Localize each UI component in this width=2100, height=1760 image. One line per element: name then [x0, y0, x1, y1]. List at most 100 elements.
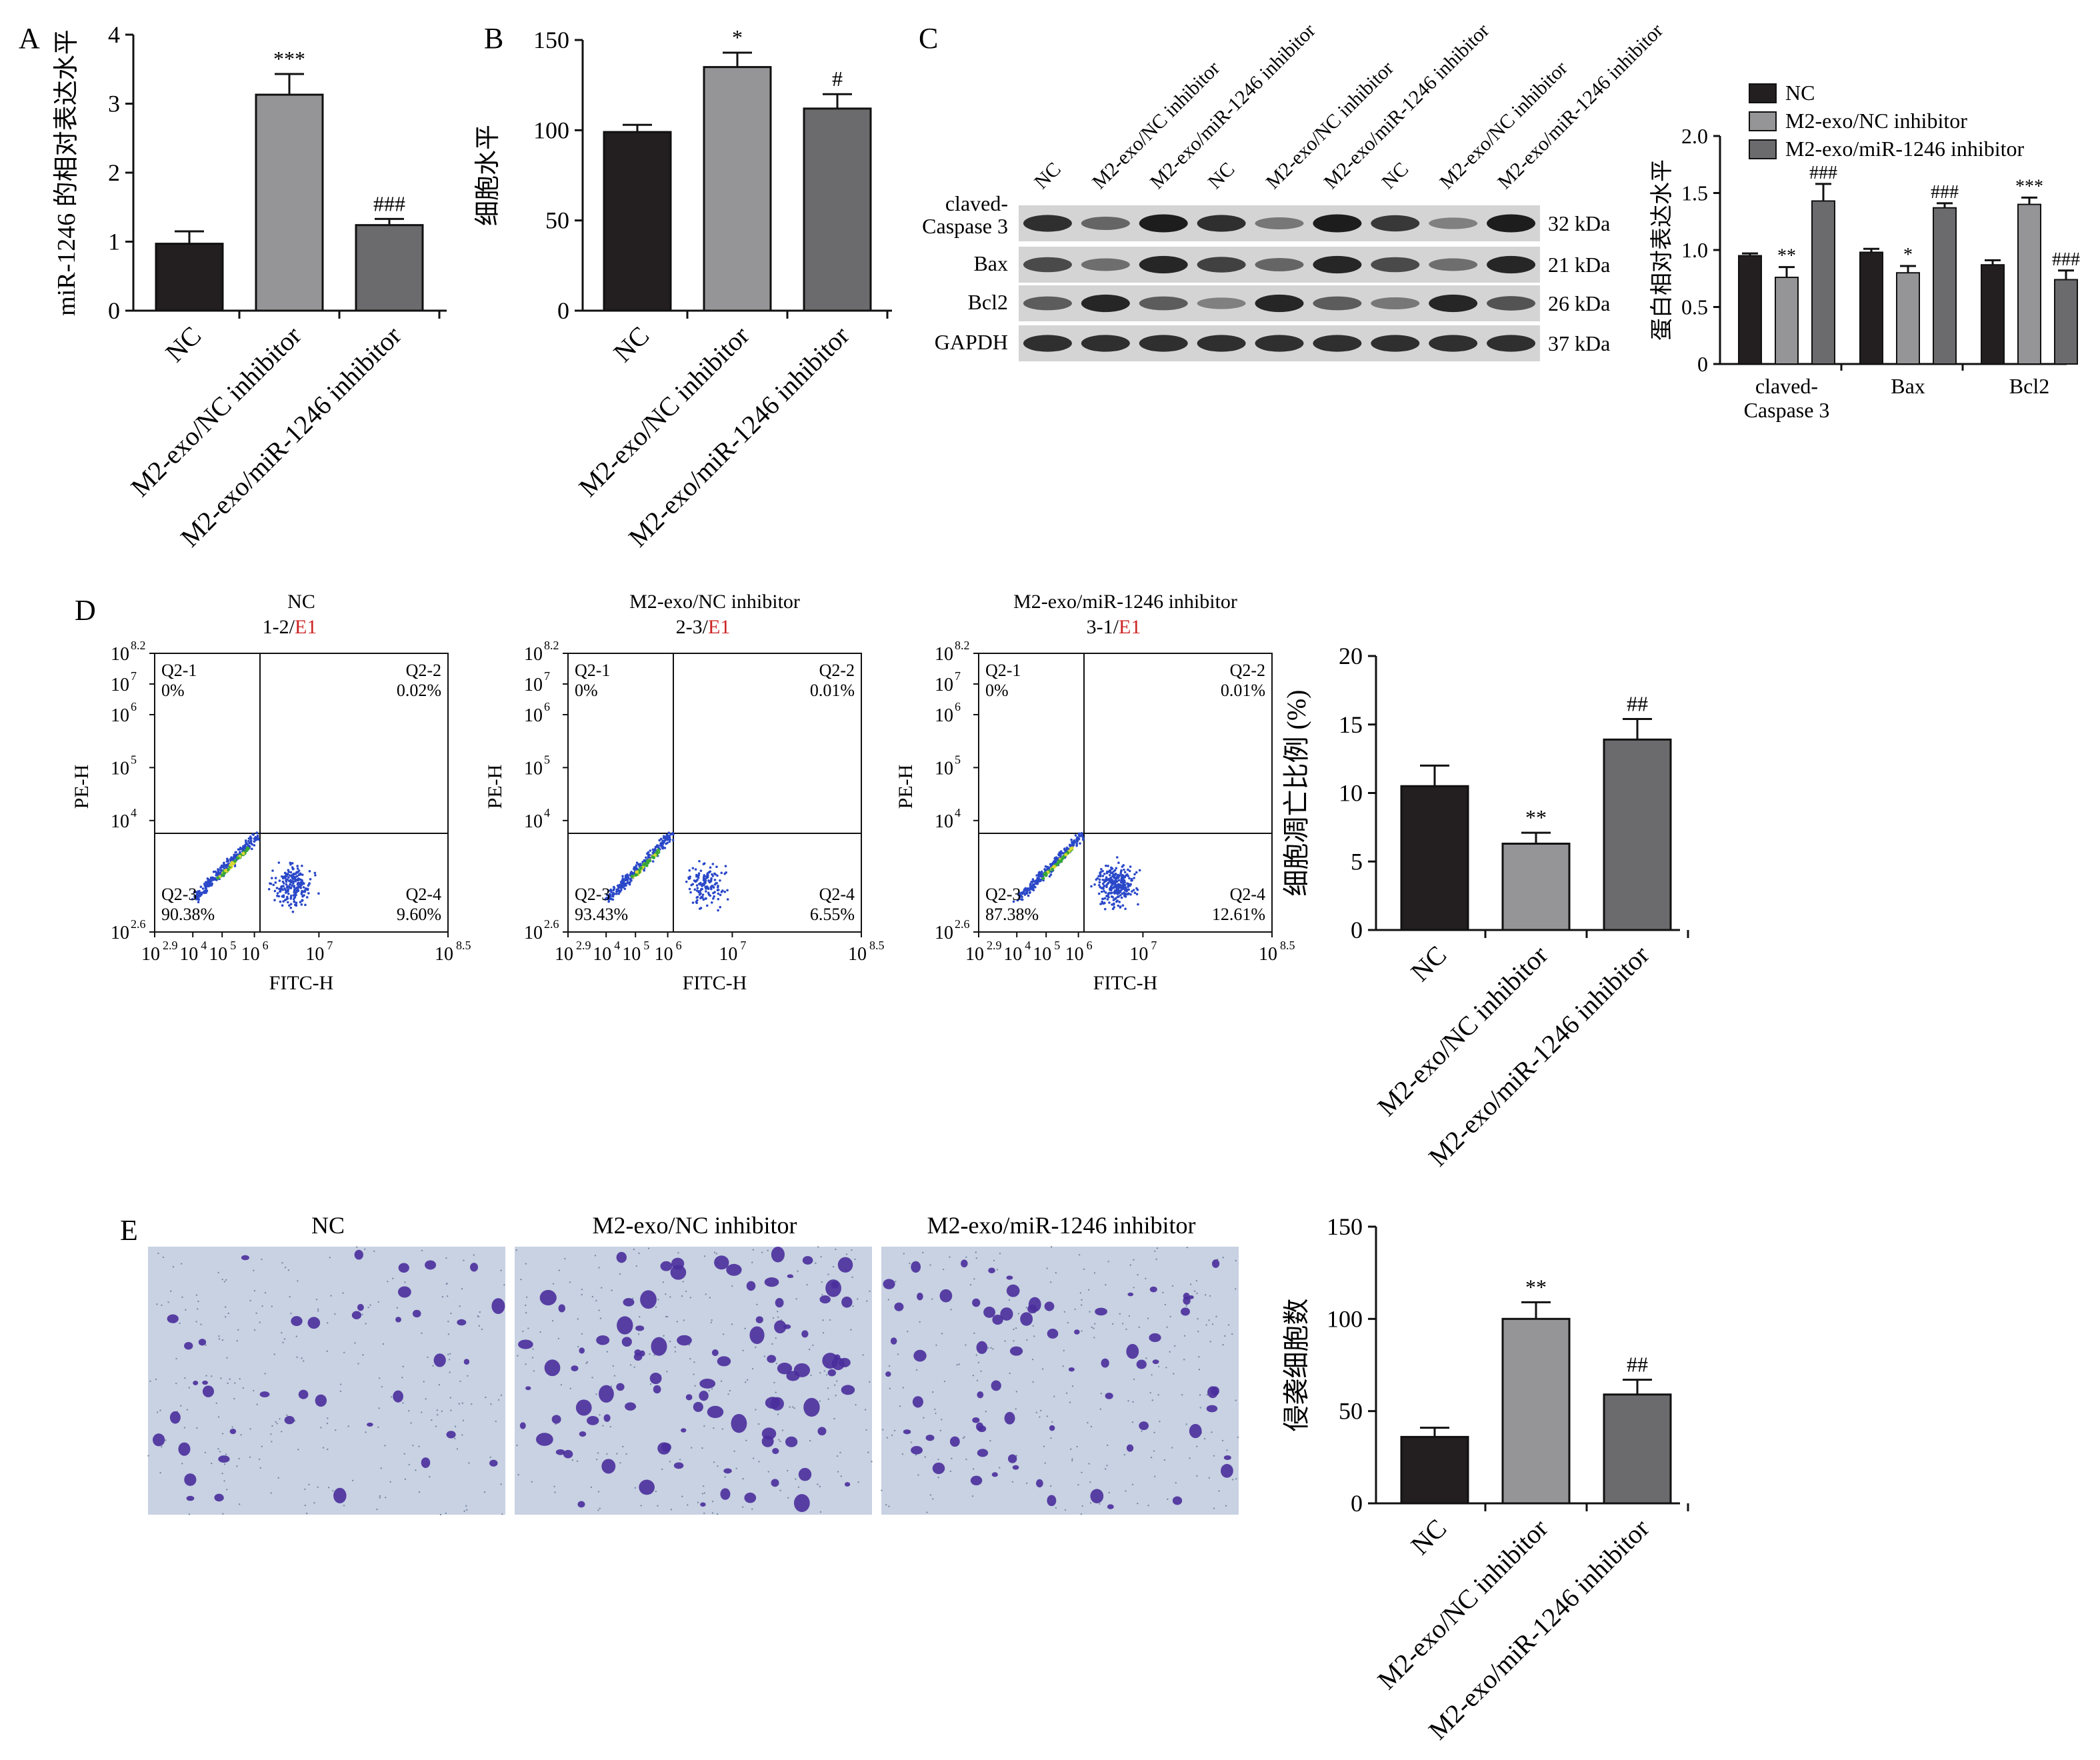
flow-x-tick-label: 10 [719, 944, 737, 965]
stained-cell [202, 1380, 208, 1385]
flow-y-tick-label: 10 [935, 705, 953, 726]
membrane-pore [917, 1474, 919, 1476]
membrane-pore [789, 1406, 791, 1408]
membrane-pore [576, 1460, 579, 1462]
flow-dot-dense [245, 846, 249, 850]
flow-dot [1110, 891, 1113, 895]
flow-dot [1061, 852, 1064, 855]
membrane-pore [655, 1306, 657, 1308]
membrane-pore [637, 1333, 640, 1335]
stained-cell [596, 1335, 610, 1345]
membrane-pore [999, 1252, 1001, 1255]
flow-dot [665, 842, 667, 845]
flow-dot [1111, 875, 1114, 878]
flow-dot [697, 876, 700, 879]
membrane-pore [343, 1505, 345, 1507]
membrane-pore [1235, 1478, 1237, 1480]
flow-x-tick-label: 10 [593, 944, 611, 965]
flow-dot [609, 893, 612, 897]
flow-dot [1105, 879, 1108, 882]
bar [1775, 277, 1799, 365]
flow-dot [702, 898, 705, 901]
flow-dot [1117, 879, 1121, 882]
flow-dot [690, 883, 693, 887]
membrane-pore [270, 1433, 272, 1435]
y-tick-label: 50 [1339, 1398, 1363, 1425]
bar [1811, 200, 1835, 365]
membrane-pore [224, 1306, 227, 1308]
stained-cell [651, 1337, 667, 1356]
membrane-pore [231, 1426, 233, 1428]
membrane-pore [992, 1348, 994, 1350]
membrane-pore [1031, 1358, 1034, 1361]
membrane-pore [581, 1288, 583, 1291]
blot-band [1197, 215, 1246, 232]
flow-dot [719, 879, 721, 882]
membrane-pore [1089, 1311, 1091, 1313]
stained-cell [932, 1462, 945, 1475]
flow-dot [661, 845, 664, 848]
flow-dot [291, 876, 293, 879]
stained-cell [1074, 1329, 1080, 1335]
stained-cell [677, 1335, 692, 1346]
blot-band [1313, 296, 1362, 311]
flow-dot [277, 895, 281, 898]
flow-dot [273, 889, 277, 893]
flow-x-tick-exponent: 5 [230, 939, 236, 952]
blot-band [1081, 335, 1130, 352]
blot-size-label: 26 kDa [1548, 291, 1610, 315]
significance-label: ### [1809, 163, 1837, 183]
flow-dot [1099, 903, 1102, 905]
membrane-pore [591, 1295, 594, 1298]
membrane-pore [1166, 1326, 1168, 1328]
membrane-pore [845, 1253, 848, 1255]
membrane-pore [710, 1321, 712, 1323]
flow-dot [696, 899, 699, 902]
membrane-pore [1090, 1425, 1093, 1428]
stained-cell [579, 1347, 585, 1354]
flow-dot [1118, 901, 1121, 903]
membrane-pore [1032, 1325, 1035, 1327]
membrane-pore [806, 1283, 808, 1286]
membrane-pore [421, 1249, 423, 1252]
legend-label: NC [1785, 81, 1815, 105]
flow-dot [1119, 889, 1121, 893]
flow-dot [239, 851, 241, 853]
flow-dot-dense [1060, 857, 1064, 861]
membrane-pore [1081, 1471, 1083, 1474]
stained-cell [575, 1399, 592, 1416]
blot-size-label: 32 kDa [1548, 211, 1610, 235]
membrane-pore [708, 1389, 710, 1392]
flow-dot [297, 877, 300, 880]
membrane-pore [461, 1288, 463, 1290]
significance-label: ## [1627, 1353, 1648, 1377]
flow-dot [301, 864, 303, 867]
blot-band [1429, 217, 1478, 229]
micrograph-background [148, 1247, 505, 1515]
membrane-pore [1040, 1409, 1042, 1412]
legend-swatch [1749, 139, 1777, 159]
membrane-pore [181, 1296, 183, 1299]
stained-cell [563, 1449, 573, 1459]
flow-x-tick-exponent: 8.5 [456, 939, 471, 952]
membrane-pore [797, 1486, 800, 1488]
flow-dot [711, 875, 715, 877]
membrane-pore [679, 1459, 681, 1461]
flow-dot [308, 869, 311, 873]
membrane-pore [763, 1355, 766, 1357]
lane-label: NC [1377, 158, 1413, 193]
flow-dot [1114, 883, 1117, 886]
legend-label: M2-exo/miR-1246 inhibitor [1785, 137, 2025, 161]
membrane-pore [891, 1434, 893, 1437]
membrane-pore [354, 1342, 356, 1344]
flow-dot [301, 899, 304, 902]
photo-title-m2-nc: M2-exo/NC inhibitor [593, 1212, 797, 1239]
membrane-pore [1076, 1445, 1078, 1448]
flow-dot [1058, 851, 1061, 855]
stained-cell [925, 1434, 935, 1441]
bar [1400, 1435, 1469, 1505]
stained-cell [1095, 1307, 1107, 1316]
stained-cell [774, 1320, 787, 1334]
membrane-pore [520, 1278, 522, 1281]
flow-x-tick-label: 10 [1129, 944, 1148, 965]
